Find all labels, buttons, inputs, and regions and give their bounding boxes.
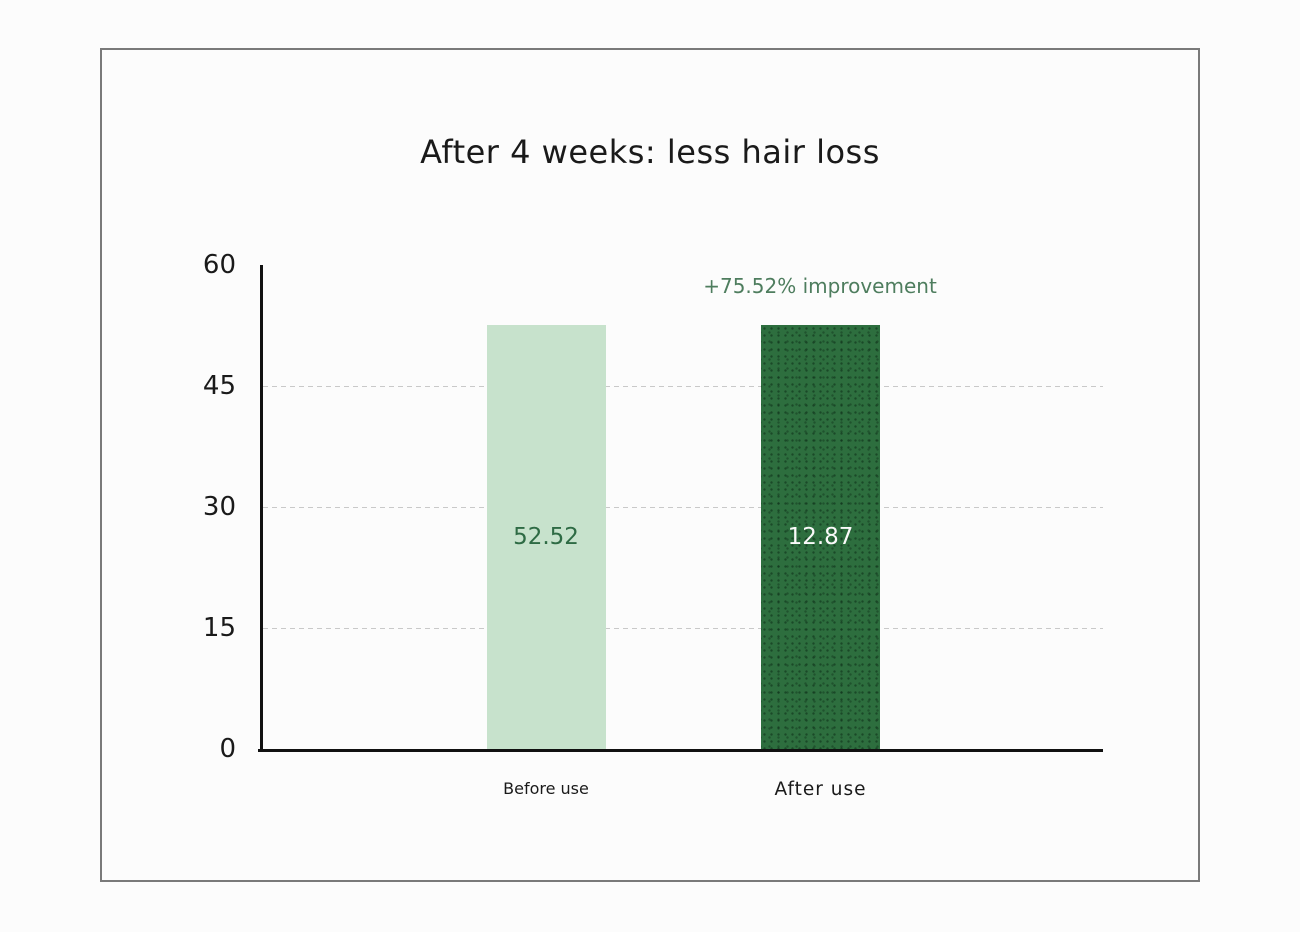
y-tick-label-60: 60 (202, 250, 236, 280)
gridline-45 (263, 386, 1103, 387)
bar-after-use: 12.87 (761, 325, 880, 749)
gridline-15 (263, 628, 1103, 629)
x-label-before-use: Before use (503, 779, 589, 798)
bar-value-label: 52.52 (513, 524, 579, 551)
x-label-after-use: After use (774, 779, 867, 800)
chart-frame (100, 48, 1200, 882)
x-axis-line (258, 749, 1103, 752)
bar-value-label: 12.87 (787, 524, 854, 551)
y-tick-label-45: 45 (202, 371, 236, 401)
y-tick-label-0: 0 (219, 734, 236, 764)
y-tick-label-30: 30 (202, 492, 236, 522)
gridline-30 (263, 507, 1103, 508)
chart-title: After 4 weeks: less hair loss (420, 133, 880, 171)
improvement-annotation: +75.52% improvement (703, 274, 937, 298)
y-axis-line (260, 265, 263, 752)
bar-before-use: 52.52 (486, 325, 606, 749)
y-tick-label-15: 15 (202, 613, 236, 643)
